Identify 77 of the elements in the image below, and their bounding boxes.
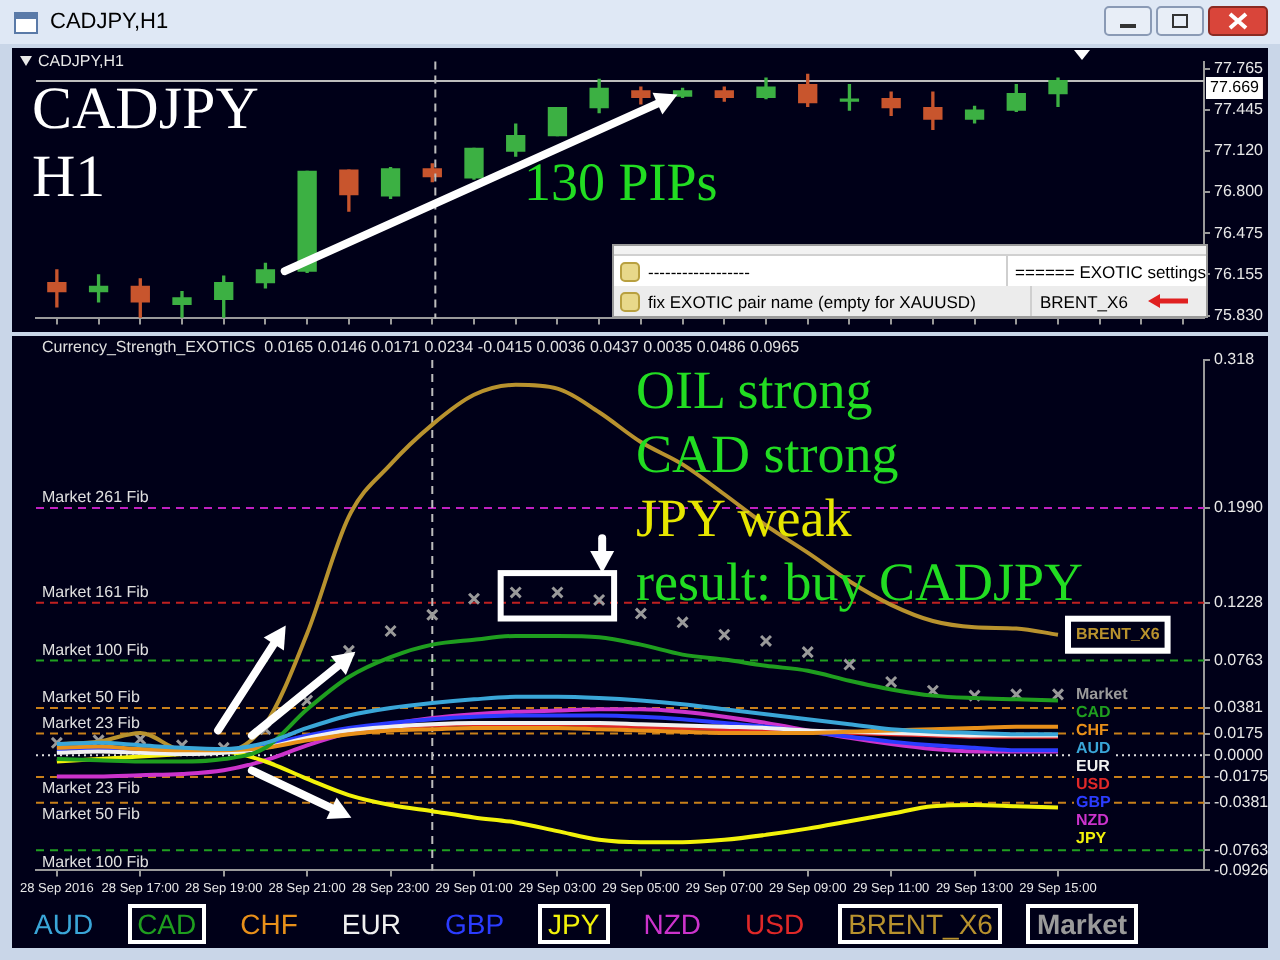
point (759, 634, 773, 648)
y-tick-label: 0.0000 (1214, 745, 1265, 764)
y-tick-label: 76.475 (1214, 223, 1265, 242)
point (801, 645, 815, 659)
annotation: CADJPY (32, 76, 259, 142)
y-tick-label: 77.765 (1214, 59, 1265, 78)
annotation: result: buy CADJPY (636, 552, 1084, 612)
series-label: AUD (1076, 738, 1112, 757)
point (884, 675, 898, 689)
text: AUD (34, 908, 94, 940)
ref-line-label: Market 161 Fib (42, 583, 150, 602)
text: CHF (240, 908, 298, 940)
point (842, 658, 856, 671)
ref-line-label: 77.669 (1210, 78, 1261, 97)
annotation: 130 PIPs (524, 152, 718, 212)
annotation: fix EXOTIC pair name (empty for XAUUSD) (648, 291, 976, 311)
y-tick-label: 77.445 (1214, 99, 1265, 118)
outline-frame: JPY (538, 904, 610, 944)
ref-line-label: Market 100 Fib (42, 852, 150, 871)
y-tick-label: -0.0926 (1214, 860, 1270, 879)
ref-line-label: Market 50 Fib (42, 688, 141, 707)
y-tick-label: 0.1990 (1214, 498, 1265, 517)
y-tick-label: -0.0175 (1214, 767, 1270, 786)
point (1051, 687, 1065, 701)
candlestick (47, 269, 67, 308)
ref-line-label: Market 100 Fib (42, 640, 150, 659)
y-tick-label: -0.0381 (1214, 793, 1270, 812)
point (717, 628, 731, 642)
point (342, 644, 356, 658)
point (550, 586, 564, 599)
point (509, 586, 523, 599)
series-label: EUR (1076, 756, 1111, 775)
annotation: OIL strong (636, 360, 873, 420)
text: NZD (1076, 810, 1110, 829)
point (592, 593, 606, 607)
ref-line-label: Market 23 Fib (42, 713, 141, 732)
y-tick-label: 76.800 (1214, 182, 1265, 201)
point (968, 689, 982, 703)
series-label: JPY (1076, 828, 1108, 847)
annotation: ------------------ (648, 261, 750, 281)
annotation: BRENT_X6 (1040, 291, 1128, 311)
series-label: BRENT_X6 (1076, 625, 1161, 644)
y-tick-label: 75.830 (1214, 306, 1265, 325)
text: GBP (1076, 792, 1112, 811)
ref-line-label: Market 261 Fib (42, 488, 150, 507)
y-tick-label: -0.0763 (1214, 840, 1270, 859)
y-tick-label: 77.120 (1214, 141, 1265, 160)
y-tick-label: 76.155 (1214, 264, 1265, 283)
y-tick-label: 0.0381 (1214, 698, 1265, 717)
point (384, 624, 398, 638)
annotation: H1 (32, 144, 106, 210)
y-tick-label: 0.0763 (1214, 650, 1265, 669)
annotation: ====== EXOTIC settings (1015, 261, 1206, 281)
outline-frame: BRENT_X6 (838, 904, 1003, 944)
chart-title: CADJPY,H1 (38, 52, 124, 70)
outline-frame: Market (1026, 904, 1138, 944)
ref-line-label: Market 50 Fib (42, 805, 141, 824)
y-tick-label: 0.318 (1214, 350, 1256, 369)
text: EUR (341, 908, 401, 940)
ref-line-label: Market 23 Fib (42, 779, 141, 798)
y-tick-label: 0.1228 (1214, 593, 1265, 612)
series-label: CHF (1076, 720, 1110, 739)
point (467, 592, 481, 606)
point (676, 615, 690, 629)
point (634, 607, 648, 621)
chart-title: CADJPY,H1 (50, 10, 169, 34)
text: USD (1076, 774, 1111, 793)
outline-frame: CAD (127, 904, 207, 944)
series-label: CAD (1076, 702, 1112, 721)
text: USD (745, 908, 805, 940)
series-label: Market (1076, 684, 1129, 703)
y-tick-label: 0.0175 (1214, 723, 1265, 742)
point (425, 608, 439, 622)
chart-title: Currency_Strength_EXOTICS 0.0165 0.0146 0.0171 0.0234 -0.0415 0.0036 0.0437 0.0035 0.0486 0.0965 (42, 338, 801, 357)
point (300, 694, 314, 708)
text: NZD (643, 908, 702, 940)
text: GBP (444, 908, 505, 940)
